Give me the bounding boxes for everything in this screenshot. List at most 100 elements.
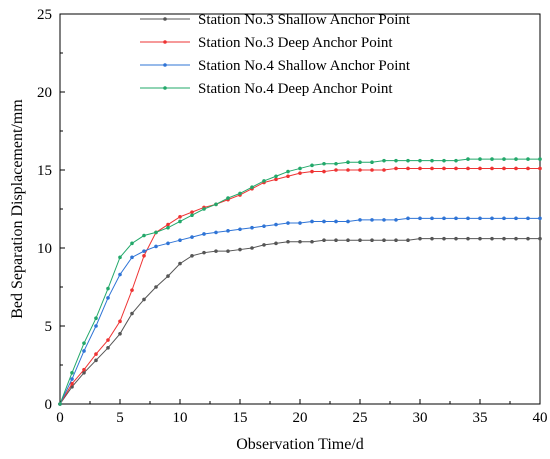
series-line	[59, 238, 540, 405]
data-point	[118, 319, 122, 324]
data-point	[154, 285, 158, 289]
data-point	[394, 158, 398, 163]
data-point	[286, 174, 290, 179]
data-point	[106, 338, 110, 342]
data-point	[418, 236, 422, 241]
data-point	[406, 158, 410, 163]
x-tick-label: 30	[413, 410, 428, 426]
series-line	[59, 167, 540, 405]
data-point	[394, 218, 398, 222]
data-point	[82, 341, 86, 345]
legend-swatch-marker	[163, 86, 167, 90]
data-point	[514, 216, 518, 221]
data-point	[490, 157, 494, 161]
data-point	[382, 168, 386, 172]
data-point	[190, 254, 194, 258]
data-point	[226, 196, 230, 200]
x-tick-label: 10	[173, 410, 188, 426]
data-point	[406, 238, 410, 242]
x-axis-title: Observation Time/d	[236, 436, 364, 453]
data-point	[322, 169, 326, 174]
data-point	[514, 157, 518, 161]
data-point	[322, 219, 326, 224]
data-point	[166, 274, 170, 278]
data-point	[178, 219, 182, 224]
data-point	[406, 166, 410, 171]
data-point	[442, 216, 446, 221]
data-point	[502, 236, 506, 241]
data-point	[130, 288, 134, 292]
data-point	[526, 216, 530, 221]
data-point	[346, 160, 350, 164]
data-point	[346, 238, 350, 242]
data-point	[118, 255, 122, 260]
data-point	[298, 171, 302, 175]
data-point	[454, 236, 458, 241]
series-line	[59, 217, 540, 405]
data-point	[130, 241, 134, 246]
y-axis: 0 5 10 15 20 25	[37, 7, 65, 413]
data-point	[418, 216, 422, 221]
data-point	[442, 236, 446, 241]
y-tick-label: 5	[45, 319, 53, 335]
data-point	[418, 166, 422, 171]
data-point	[466, 166, 470, 171]
data-point	[298, 239, 302, 244]
data-point	[238, 247, 242, 252]
data-point	[178, 215, 182, 219]
data-point	[166, 222, 170, 227]
data-point	[250, 246, 254, 250]
data-point	[490, 216, 494, 221]
data-point	[238, 227, 242, 232]
data-point	[286, 169, 290, 174]
data-point	[262, 224, 266, 228]
data-point	[346, 219, 350, 224]
data-point	[94, 324, 98, 328]
data-point	[514, 166, 518, 171]
data-point	[238, 191, 242, 196]
legend-swatch-marker	[163, 17, 167, 21]
data-point	[322, 238, 326, 242]
data-point	[382, 158, 386, 163]
data-point	[454, 216, 458, 221]
data-point	[310, 169, 314, 174]
x-tick-label: 0	[56, 410, 64, 426]
data-point	[370, 160, 374, 164]
data-point	[526, 166, 530, 171]
data-point	[286, 239, 290, 244]
data-point	[442, 158, 446, 163]
data-point	[298, 221, 302, 225]
data-point	[478, 157, 482, 161]
data-point	[394, 166, 398, 171]
data-point	[226, 229, 230, 233]
data-point	[502, 157, 506, 161]
data-point	[490, 166, 494, 171]
data-point	[190, 213, 194, 218]
data-point	[190, 210, 194, 214]
data-point	[370, 168, 374, 172]
data-point	[166, 225, 170, 230]
x-tick-label: 20	[293, 410, 308, 426]
y-tick-label: 20	[37, 85, 52, 101]
series-line	[59, 158, 540, 405]
data-point	[526, 157, 530, 161]
data-point	[538, 157, 542, 161]
data-point	[166, 241, 170, 246]
data-point	[382, 238, 386, 242]
legend-label: Station No.3 Deep Anchor Point	[198, 35, 393, 51]
data-point	[502, 216, 506, 221]
data-point	[106, 346, 110, 350]
x-tick-label: 25	[353, 410, 368, 426]
data-point	[82, 349, 86, 353]
data-point	[274, 241, 278, 246]
data-point	[274, 174, 278, 179]
data-point	[418, 158, 422, 163]
data-point	[430, 216, 434, 221]
data-point	[274, 222, 278, 227]
data-point	[526, 236, 530, 241]
series-layer	[58, 157, 542, 406]
data-point	[178, 238, 182, 242]
data-point	[478, 166, 482, 171]
data-point	[190, 235, 194, 239]
data-point	[310, 239, 314, 244]
